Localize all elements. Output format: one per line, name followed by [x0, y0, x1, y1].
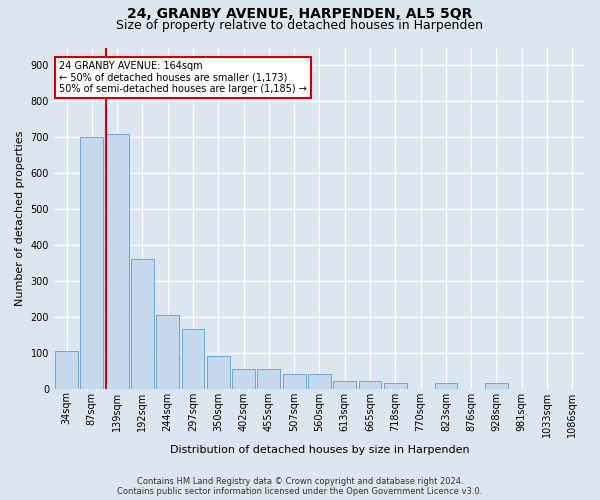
Bar: [283, 374, 305, 388]
Bar: [359, 382, 382, 388]
Bar: [434, 384, 457, 388]
Bar: [485, 384, 508, 388]
Bar: [80, 138, 103, 388]
Text: Contains HM Land Registry data © Crown copyright and database right 2024.
Contai: Contains HM Land Registry data © Crown c…: [118, 476, 482, 496]
Bar: [55, 351, 78, 389]
Text: Size of property relative to detached houses in Harpenden: Size of property relative to detached ho…: [116, 18, 484, 32]
Bar: [334, 382, 356, 388]
Text: 24 GRANBY AVENUE: 164sqm
← 50% of detached houses are smaller (1,173)
50% of sem: 24 GRANBY AVENUE: 164sqm ← 50% of detach…: [59, 61, 307, 94]
Bar: [232, 369, 255, 388]
Bar: [257, 369, 280, 388]
Bar: [182, 330, 205, 388]
Bar: [207, 356, 230, 388]
Bar: [106, 134, 128, 388]
Bar: [131, 260, 154, 388]
Bar: [308, 374, 331, 388]
Bar: [157, 315, 179, 388]
Text: 24, GRANBY AVENUE, HARPENDEN, AL5 5QR: 24, GRANBY AVENUE, HARPENDEN, AL5 5QR: [127, 8, 473, 22]
Y-axis label: Number of detached properties: Number of detached properties: [15, 130, 25, 306]
X-axis label: Distribution of detached houses by size in Harpenden: Distribution of detached houses by size …: [170, 445, 469, 455]
Bar: [384, 384, 407, 388]
